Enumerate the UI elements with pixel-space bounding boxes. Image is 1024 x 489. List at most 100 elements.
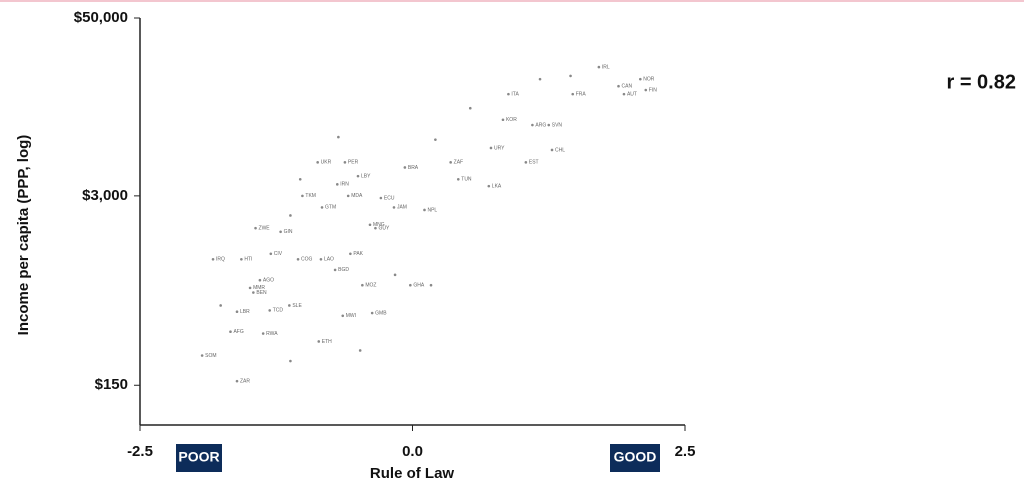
point-label: MDA	[351, 193, 363, 199]
point	[296, 257, 300, 261]
point	[349, 252, 352, 256]
point-label: FRA	[576, 91, 587, 97]
point	[538, 77, 542, 81]
point	[403, 166, 407, 169]
point-label: IRN	[340, 182, 349, 188]
point-label: LAO	[324, 257, 334, 263]
point	[392, 206, 396, 209]
point	[569, 74, 572, 78]
point	[531, 123, 534, 127]
point-label: NOR	[643, 76, 655, 82]
point	[639, 77, 642, 81]
point	[374, 226, 377, 230]
point-label: URY	[494, 145, 505, 151]
y-tick-label: $3,000	[82, 187, 128, 204]
poor-box	[176, 444, 222, 472]
y-tick-label: $150	[95, 376, 128, 393]
point-label: PER	[348, 160, 359, 166]
point	[219, 304, 222, 307]
point	[337, 135, 340, 139]
good-box	[610, 444, 660, 472]
point	[370, 311, 374, 315]
point-label: SOM	[205, 353, 216, 359]
point	[289, 214, 292, 217]
point	[335, 183, 339, 186]
point	[211, 257, 215, 261]
point-label: BEN	[256, 290, 267, 296]
x-tick-label: 2.5	[675, 443, 696, 460]
point-label: GHA	[413, 283, 425, 289]
point	[343, 161, 347, 164]
point-label: CHL	[555, 147, 565, 153]
y-axis-label: Income per capita (PPP, log)	[15, 135, 32, 336]
x-tick-label: 0.0	[402, 443, 423, 460]
point	[254, 226, 257, 230]
point-label: FIN	[649, 87, 657, 93]
point-label: SVN	[552, 122, 563, 128]
point-label: AFG	[233, 329, 243, 335]
point-label: COG	[301, 257, 313, 263]
point	[524, 161, 528, 164]
point-label: GTM	[325, 205, 336, 211]
point	[269, 252, 273, 256]
point-label: ARG	[535, 122, 546, 128]
point-label: UKR	[321, 160, 332, 166]
point	[279, 230, 282, 234]
point-label: BGD	[338, 267, 349, 273]
annotation: r = 0.82	[946, 71, 1016, 93]
point	[379, 196, 383, 200]
point	[200, 354, 204, 357]
point-label: ZWE	[259, 225, 271, 231]
point	[597, 65, 601, 69]
point-label: ETH	[322, 339, 332, 345]
point	[316, 161, 319, 164]
point-label: LKA	[492, 183, 502, 189]
point-label: GIN	[284, 229, 293, 235]
point-label: EST	[529, 160, 539, 166]
point-label: IRQ	[216, 257, 225, 263]
point	[320, 206, 324, 209]
point	[358, 349, 362, 352]
point-label: MWI	[346, 313, 356, 319]
point	[456, 177, 460, 181]
point	[361, 283, 364, 287]
point-label: TCD	[273, 308, 284, 314]
point-label: GUY	[378, 225, 390, 231]
point-label: MOZ	[365, 283, 376, 289]
point-label: ZAF	[454, 160, 463, 166]
point-label: ECU	[384, 195, 395, 201]
point-label: MNG	[373, 222, 385, 228]
x-tick-label: -2.5	[127, 443, 153, 460]
good-label: GOOD	[614, 449, 657, 465]
point-label: LBR	[240, 309, 250, 315]
poor-label: POOR	[178, 449, 219, 465]
point	[547, 123, 551, 127]
point	[393, 273, 397, 277]
point	[617, 84, 620, 88]
point	[333, 268, 337, 272]
point	[235, 379, 239, 383]
point	[501, 118, 505, 122]
point	[550, 148, 554, 152]
point	[261, 332, 265, 335]
point	[423, 208, 426, 212]
point-label: IRL	[602, 64, 610, 70]
point-label: CIV	[274, 251, 283, 257]
y-tick-label: $50,000	[74, 9, 128, 26]
point	[301, 194, 304, 198]
point	[346, 194, 350, 198]
point-label: PAK	[353, 251, 363, 257]
point	[489, 146, 493, 150]
point-label: TKM	[305, 193, 316, 199]
point	[409, 283, 412, 287]
point-label: KOR	[506, 117, 517, 123]
point	[258, 278, 262, 282]
point-label: AGO	[263, 278, 274, 284]
point-label: RWA	[266, 331, 278, 337]
point	[289, 359, 292, 363]
point-label: LBY	[361, 173, 371, 179]
point-label: CAN	[622, 84, 633, 90]
point	[356, 174, 360, 178]
point-label: AUT	[627, 91, 637, 97]
